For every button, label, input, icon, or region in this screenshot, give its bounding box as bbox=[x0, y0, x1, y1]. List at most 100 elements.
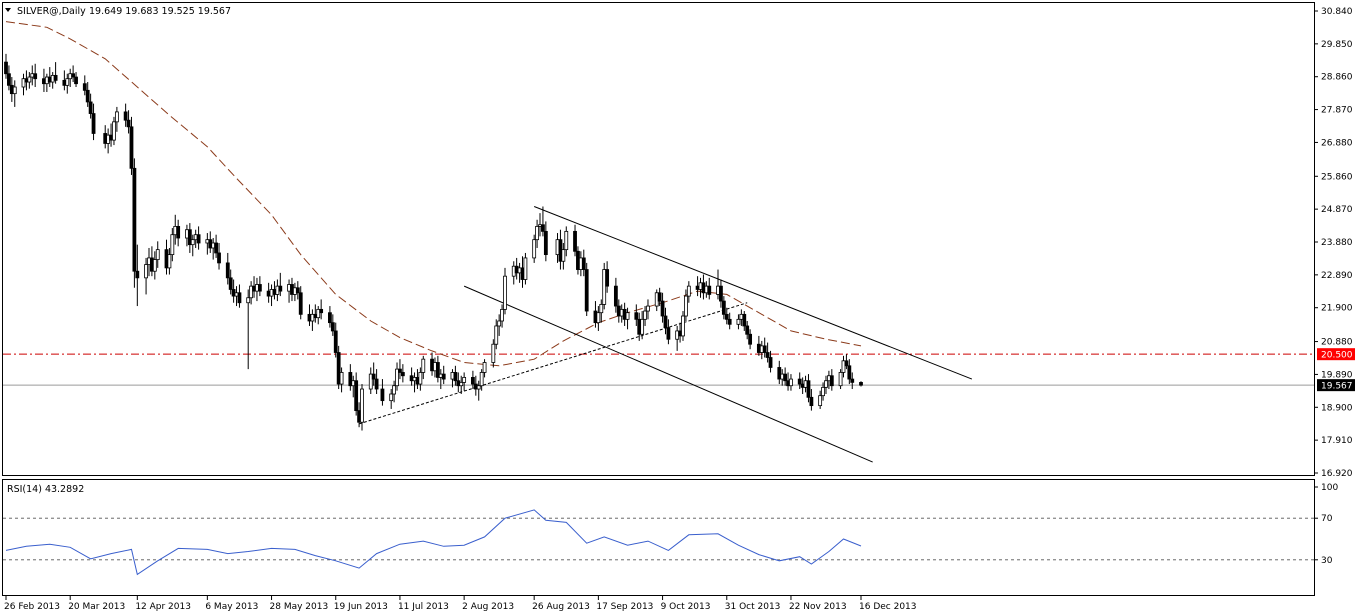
candle-body bbox=[217, 252, 221, 264]
candle-body bbox=[789, 378, 793, 387]
current-price-tag bbox=[1317, 379, 1355, 392]
candle-body bbox=[797, 378, 802, 385]
candle bbox=[806, 374, 811, 403]
candle-body bbox=[561, 249, 566, 262]
candle bbox=[573, 224, 577, 257]
candle-body bbox=[584, 269, 589, 312]
date-tick-label: 11 Jul 2013 bbox=[398, 602, 449, 612]
candle bbox=[389, 389, 394, 409]
candle-body bbox=[368, 373, 373, 390]
candle-body bbox=[824, 380, 828, 388]
candle-body bbox=[821, 386, 825, 397]
candle bbox=[462, 372, 467, 391]
date-tick-label: 28 May 2013 bbox=[270, 602, 329, 612]
candle bbox=[675, 325, 680, 351]
candle bbox=[33, 63, 38, 88]
candle-body bbox=[88, 101, 93, 114]
candle-body bbox=[721, 300, 726, 315]
candle bbox=[85, 82, 90, 107]
date-tick-label: 26 Aug 2013 bbox=[532, 602, 590, 612]
triangle-down-icon[interactable] bbox=[5, 8, 11, 12]
level-price-tag bbox=[1317, 348, 1355, 361]
candle-body bbox=[646, 305, 650, 312]
candle-body bbox=[392, 385, 397, 395]
candle-body bbox=[126, 119, 131, 128]
candle bbox=[135, 244, 140, 307]
candle-body bbox=[389, 393, 394, 402]
price-axis: 30.840 29.850 28.860 27.870 26.880 25.860 24.8… bbox=[1314, 7, 1353, 479]
date-tick-label: 19 Jun 2013 bbox=[334, 602, 388, 612]
candle bbox=[418, 367, 423, 391]
candle-body bbox=[768, 357, 773, 368]
candle bbox=[339, 367, 344, 393]
candle bbox=[584, 262, 589, 317]
candle-body bbox=[681, 315, 685, 337]
candle bbox=[494, 319, 499, 350]
candle-body bbox=[187, 229, 192, 246]
candle-body bbox=[380, 388, 385, 402]
candle-body bbox=[85, 89, 90, 103]
price-tick-label: 19.890 bbox=[1321, 370, 1353, 380]
candle bbox=[21, 73, 26, 96]
candle bbox=[333, 322, 338, 358]
candle-body bbox=[53, 74, 58, 81]
candle-body bbox=[371, 373, 376, 380]
candle bbox=[435, 355, 440, 383]
candle-body bbox=[859, 382, 863, 386]
candle-body bbox=[809, 396, 814, 407]
candle-body bbox=[777, 367, 782, 380]
candle-body bbox=[328, 312, 332, 324]
trendline-channel-upper bbox=[533, 206, 973, 380]
candle-body bbox=[395, 368, 399, 387]
date-tick-label: 20 Mar 2013 bbox=[68, 602, 125, 612]
candle bbox=[459, 375, 464, 395]
candle-body bbox=[581, 257, 586, 270]
candle-body bbox=[278, 285, 283, 292]
candle-body bbox=[421, 358, 426, 373]
candle bbox=[663, 307, 668, 335]
candle-body bbox=[500, 308, 504, 322]
price-tick-label: 18.900 bbox=[1321, 403, 1353, 413]
candle-body bbox=[634, 312, 639, 320]
candle-body bbox=[295, 287, 300, 294]
candle-body bbox=[176, 226, 181, 239]
candle-body bbox=[7, 73, 11, 86]
candle bbox=[500, 304, 504, 328]
candle-body bbox=[170, 234, 175, 256]
candle-body bbox=[596, 312, 601, 324]
candle-body bbox=[237, 292, 242, 304]
price-tick-label: 22.890 bbox=[1321, 271, 1353, 281]
candle bbox=[167, 247, 172, 275]
candle-body bbox=[135, 270, 140, 279]
candle bbox=[380, 379, 385, 406]
candle bbox=[152, 251, 157, 280]
candle bbox=[809, 389, 814, 411]
rsi-title: RSI(14) 43.2892 bbox=[7, 484, 84, 495]
candle bbox=[225, 252, 230, 285]
candle-body bbox=[441, 373, 446, 380]
candle bbox=[126, 110, 131, 134]
candle bbox=[441, 365, 446, 385]
candle-body bbox=[360, 388, 364, 423]
candle-body bbox=[21, 78, 26, 88]
candle-body bbox=[333, 330, 338, 353]
candle-body bbox=[167, 254, 172, 269]
candle bbox=[7, 65, 11, 91]
candle bbox=[476, 380, 481, 401]
candle bbox=[421, 355, 426, 380]
candle-body bbox=[71, 73, 76, 78]
candle bbox=[640, 311, 645, 340]
rsi-tick-label: 30 bbox=[1321, 556, 1333, 566]
candle bbox=[453, 365, 458, 386]
candle bbox=[246, 289, 251, 370]
candle-body bbox=[838, 372, 843, 387]
candle bbox=[144, 257, 148, 295]
candle bbox=[170, 228, 175, 262]
candle-body bbox=[316, 308, 321, 319]
candle-body bbox=[599, 303, 604, 314]
date-tick-label: 12 Apr 2013 bbox=[135, 602, 191, 612]
candle-body bbox=[470, 377, 475, 385]
candle-body bbox=[348, 372, 353, 387]
candle bbox=[176, 219, 181, 247]
candle-body bbox=[497, 320, 502, 327]
